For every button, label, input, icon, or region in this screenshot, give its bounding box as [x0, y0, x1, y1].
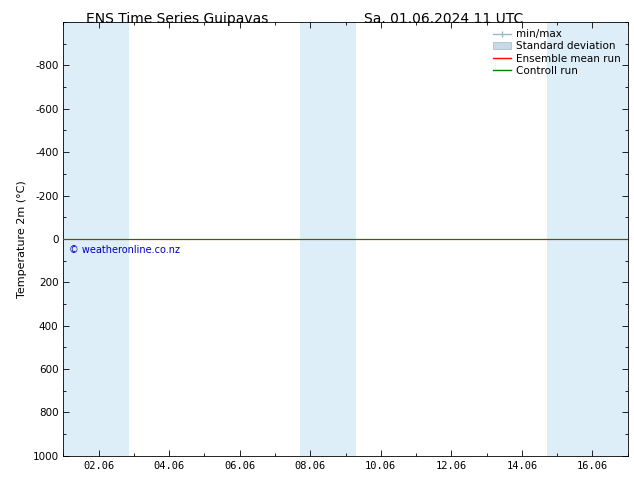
Legend: min/max, Standard deviation, Ensemble mean run, Controll run: min/max, Standard deviation, Ensemble me… — [491, 27, 623, 78]
Y-axis label: Temperature 2m (°C): Temperature 2m (°C) — [17, 180, 27, 298]
Bar — [63, 22, 129, 456]
Text: ENS Time Series Guipavas: ENS Time Series Guipavas — [86, 12, 269, 26]
Bar — [547, 22, 628, 456]
Text: Sa. 01.06.2024 11 UTC: Sa. 01.06.2024 11 UTC — [364, 12, 524, 26]
Bar — [300, 22, 356, 456]
Text: © weatheronline.co.nz: © weatheronline.co.nz — [68, 245, 179, 255]
